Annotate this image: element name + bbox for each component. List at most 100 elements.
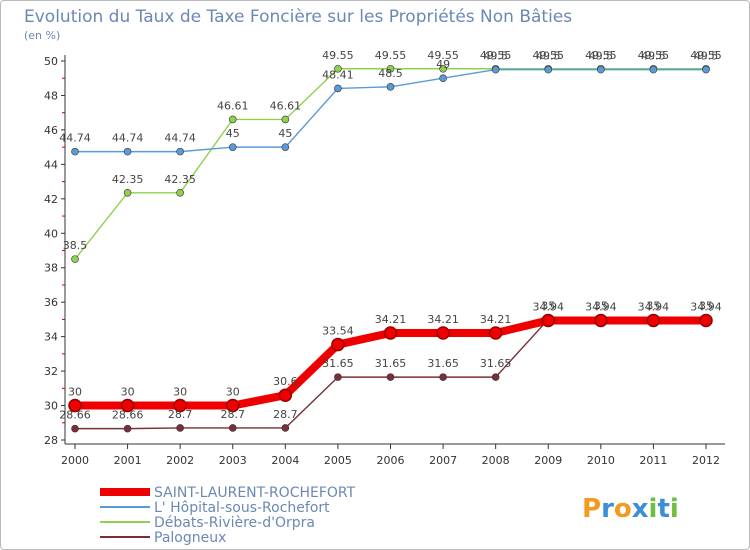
data-point xyxy=(649,65,658,74)
data-point xyxy=(439,64,447,73)
legend-label: L' Hôpital-sous-Rochefort xyxy=(154,500,330,516)
x-tick-label: 2003 xyxy=(219,454,247,467)
data-label: 48.5 xyxy=(378,67,403,80)
x-tick-label: 2009 xyxy=(534,454,562,467)
data-label: 30 xyxy=(173,386,187,399)
data-label: 49.5 xyxy=(694,50,719,63)
data-label: 44.74 xyxy=(59,132,91,145)
data-label: 49.55 xyxy=(585,49,617,62)
data-point xyxy=(699,313,713,328)
data-label: 49.5 xyxy=(589,50,614,63)
data-point xyxy=(176,188,184,197)
data-point xyxy=(226,398,240,413)
data-point xyxy=(386,373,395,381)
data-point xyxy=(386,83,395,91)
data-point xyxy=(541,313,555,328)
data-point xyxy=(228,143,237,151)
y-tick-label: 38 xyxy=(44,262,58,275)
data-label: 34.21 xyxy=(427,313,459,326)
data-point xyxy=(334,373,342,381)
logo-letter: i xyxy=(649,494,658,524)
data-labels: 30 30 30 30 30.6 33.54 34.21 34.21 34.21 34.94 34.… xyxy=(59,49,722,422)
data-point xyxy=(123,424,132,433)
y-tick-label: 40 xyxy=(44,227,58,240)
data-point xyxy=(71,147,79,156)
data-label: 49.5 xyxy=(536,50,561,63)
data-point xyxy=(71,255,79,263)
data-label: 28.7 xyxy=(168,408,193,421)
y-tick-label: 32 xyxy=(44,365,58,378)
axis-ticks: 28 30 32 34 36 38 40 42 44 46 48 50 2000 2001 2002 2003… xyxy=(44,55,720,467)
x-tick-label: 2004 xyxy=(271,454,299,467)
data-label: 49.55 xyxy=(322,49,354,62)
data-point xyxy=(488,326,503,340)
data-label: 45 xyxy=(226,127,240,140)
data-label: 34.94 xyxy=(690,300,722,313)
data-point xyxy=(646,313,661,328)
logo-letter: r xyxy=(601,494,614,524)
data-point xyxy=(120,398,135,413)
y-tick-label: 28 xyxy=(44,434,58,447)
series-line xyxy=(74,68,707,260)
data-label: 46.61 xyxy=(217,99,249,112)
data-label: 44.74 xyxy=(164,132,196,145)
y-tick-label: 44 xyxy=(44,158,58,171)
data-label: 42.35 xyxy=(164,173,196,186)
data-point xyxy=(176,424,184,432)
data-point xyxy=(544,65,553,74)
data-label: 44.74 xyxy=(112,132,144,145)
data-point xyxy=(597,65,605,74)
data-label: 49.55 xyxy=(480,49,512,62)
data-point xyxy=(439,74,447,83)
data-point xyxy=(71,424,79,433)
data-label: 46.61 xyxy=(270,99,302,112)
data-point xyxy=(386,64,395,73)
data-label: 30 xyxy=(68,386,82,399)
x-tick-label: 2007 xyxy=(429,454,457,467)
data-point xyxy=(334,64,342,73)
data-label: 35 xyxy=(541,299,555,312)
data-label: 49.55 xyxy=(375,49,407,62)
data-label: 49.55 xyxy=(427,49,459,62)
data-label: 33.54 xyxy=(322,325,354,338)
data-label: 49.55 xyxy=(690,49,722,62)
data-label: 49.55 xyxy=(533,49,565,62)
y-tick-label: 50 xyxy=(44,55,58,68)
data-label: 49 xyxy=(436,58,450,71)
x-tick-label: 2001 xyxy=(114,454,142,467)
data-point xyxy=(331,337,345,352)
data-label: 31.65 xyxy=(480,357,512,370)
data-point xyxy=(173,398,187,413)
data-point xyxy=(68,398,82,413)
data-point xyxy=(123,188,132,197)
x-tick-label: 2002 xyxy=(166,454,194,467)
data-label: 34.94 xyxy=(585,300,617,313)
data-label: 35 xyxy=(699,299,713,312)
data-label: 31.65 xyxy=(427,357,459,370)
data-point xyxy=(491,65,500,74)
data-label: 28.66 xyxy=(59,409,91,422)
y-tick-label: 30 xyxy=(44,400,58,413)
chart-title: Evolution du Taux de Taxe Foncière sur l… xyxy=(24,7,572,27)
data-label: 30.6 xyxy=(273,375,298,388)
data-label: 49.55 xyxy=(638,49,670,62)
chart-subtitle: (en %) xyxy=(24,29,60,42)
data-point xyxy=(594,313,608,328)
data-label: 30 xyxy=(226,386,240,399)
legend-label: Débats-Rivière-d'Orpra xyxy=(154,515,315,531)
data-point xyxy=(383,326,398,340)
logo-letter: t xyxy=(657,494,669,524)
data-point xyxy=(281,115,290,124)
axes xyxy=(64,55,725,445)
y-tick-label: 46 xyxy=(44,124,58,137)
data-label: 28.7 xyxy=(221,408,246,421)
logo-letter: x xyxy=(632,494,649,524)
data-label: 35 xyxy=(594,299,608,312)
data-point xyxy=(702,65,710,74)
data-label: 34.21 xyxy=(480,313,512,326)
data-label: 49.5 xyxy=(483,50,508,63)
logo-letter: o xyxy=(614,494,632,524)
data-label: 28.7 xyxy=(273,408,298,421)
